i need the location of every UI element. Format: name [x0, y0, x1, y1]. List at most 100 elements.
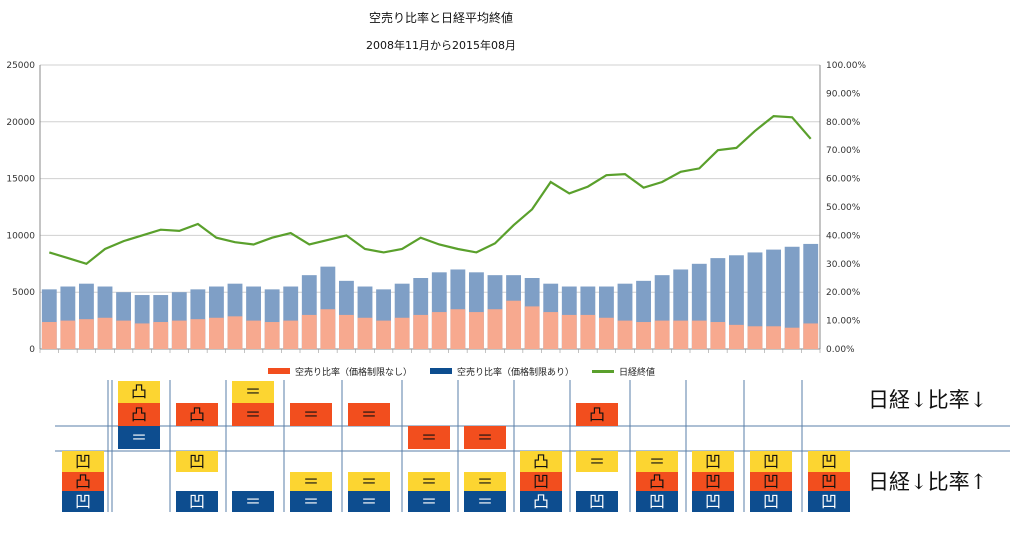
bar-no-limit: [487, 309, 503, 349]
pattern-block: ＝: [348, 403, 390, 426]
bar-no-limit: [134, 323, 150, 349]
pattern-block: 凹: [62, 451, 104, 472]
legend-swatch-orange: [268, 368, 290, 374]
bar-no-limit: [784, 327, 800, 349]
pattern-block: ＝: [348, 491, 390, 512]
bar-no-limit: [654, 320, 670, 349]
pattern-block: ＝: [464, 491, 506, 512]
legend-item-no-limit: 空売り比率（価格制限なし）: [268, 365, 412, 378]
bar-no-limit: [543, 312, 559, 349]
bar-no-limit: [561, 314, 577, 349]
chart-legend: 空売り比率（価格制限なし） 空売り比率（価格制限あり） 日経終値: [268, 364, 673, 378]
bar-no-limit: [41, 322, 57, 349]
bar-no-limit: [580, 314, 596, 349]
y-right-tick-label: 10.00%: [826, 317, 861, 327]
bar-no-limit: [283, 320, 299, 349]
bar-no-limit: [264, 322, 280, 349]
pattern-block: ＝: [408, 472, 450, 491]
bar-no-limit: [320, 309, 336, 349]
pattern-block: 凹: [176, 451, 218, 472]
pattern-block: ＝: [232, 381, 274, 403]
pattern-block: ＝: [290, 491, 332, 512]
bar-no-limit: [60, 320, 76, 349]
bar-no-limit: [524, 306, 540, 349]
bar-with-limit: [766, 249, 781, 349]
pattern-block: 凹: [692, 451, 734, 472]
pattern-block: ＝: [290, 472, 332, 491]
bar-no-limit: [636, 322, 651, 349]
y-right-tick-label: 50.00%: [826, 203, 861, 213]
y-left-tick-label: 5000: [12, 288, 35, 298]
bar-no-limit: [153, 322, 169, 349]
bar-no-limit: [97, 317, 113, 349]
y-left-tick-label: 10000: [6, 231, 35, 241]
bar-no-limit: [599, 317, 614, 349]
pattern-block: 凹: [692, 491, 734, 512]
pattern-block: 凹: [808, 472, 850, 491]
y-right-tick-label: 100.00%: [826, 61, 866, 71]
legend-swatch-green: [592, 369, 615, 373]
bar-no-limit: [450, 309, 466, 349]
bar-no-limit: [691, 320, 707, 349]
y-left-tick-label: 20000: [6, 118, 35, 128]
bar-with-limit: [803, 243, 819, 349]
bar-no-limit: [673, 320, 689, 349]
bar-with-limit: [747, 252, 763, 349]
pattern-block: ＝: [464, 426, 506, 449]
y-right-tick-label: 40.00%: [826, 231, 861, 241]
bar-no-limit: [339, 314, 354, 349]
y-left-tick-label: 25000: [6, 61, 35, 71]
bar-no-limit: [357, 317, 373, 349]
y-right-tick-label: 90.00%: [826, 89, 861, 99]
bar-no-limit: [803, 323, 819, 349]
y-right-tick-label: 70.00%: [826, 146, 861, 156]
pattern-block: ＝: [464, 472, 506, 491]
pattern-block: 凹: [62, 491, 104, 512]
pattern-block: 凹: [520, 472, 562, 491]
bar-with-limit: [784, 246, 800, 349]
pattern-block: 凸: [118, 381, 160, 403]
bar-no-limit: [747, 326, 763, 349]
bar-no-limit: [209, 317, 224, 349]
chart-subtitle: 2008年11月から2015年08月: [366, 39, 516, 52]
pattern-block: ＝: [408, 491, 450, 512]
pattern-block: ＝: [232, 491, 274, 512]
nikkei-line: [48, 114, 812, 266]
bar-no-limit: [431, 312, 447, 349]
y-left-tick-label: 0: [29, 345, 35, 355]
pattern-block: 凹: [808, 491, 850, 512]
bar-no-limit: [376, 320, 391, 349]
bar-no-limit: [79, 319, 94, 349]
bar-no-limit: [246, 320, 261, 349]
bar-no-limit: [413, 314, 429, 349]
pattern-block: 凹: [750, 491, 792, 512]
bar-no-limit: [469, 312, 484, 349]
pattern-block: ＝: [118, 426, 160, 449]
legend-label-with-limit: 空売り比率（価格制限あり）: [457, 367, 575, 378]
legend-label-nikkei: 日経終値: [619, 367, 656, 378]
pattern-block: 凹: [808, 451, 850, 472]
pattern-block: 凹: [692, 472, 734, 491]
bar-no-limit: [710, 322, 726, 349]
bar-no-limit: [617, 320, 633, 349]
pattern-block: ＝: [576, 451, 618, 472]
bar-no-limit: [729, 324, 744, 349]
legend-item-with-limit: 空売り比率（価格制限あり）: [430, 365, 574, 378]
y-right-tick-label: 30.00%: [826, 260, 861, 270]
bar-no-limit: [766, 326, 781, 349]
pattern-block: 凹: [750, 451, 792, 472]
pattern-block: ＝: [636, 451, 678, 472]
y-left-tick-label: 15000: [6, 175, 35, 185]
bar-no-limit: [506, 300, 521, 349]
y-right-tick-label: 0.00%: [826, 345, 855, 355]
legend-item-nikkei: 日経終値: [592, 365, 655, 378]
bar-no-limit: [116, 320, 131, 349]
side-label-bottom: 日経↓比率↑: [868, 470, 988, 494]
pattern-block: 凸: [62, 472, 104, 491]
pattern-block: 凸: [118, 403, 160, 426]
y-right-tick-label: 20.00%: [826, 288, 861, 298]
chart-title: 空売り比率と日経平均終値: [368, 11, 513, 25]
bar-no-limit: [394, 317, 410, 349]
pattern-block: 凸: [636, 472, 678, 491]
